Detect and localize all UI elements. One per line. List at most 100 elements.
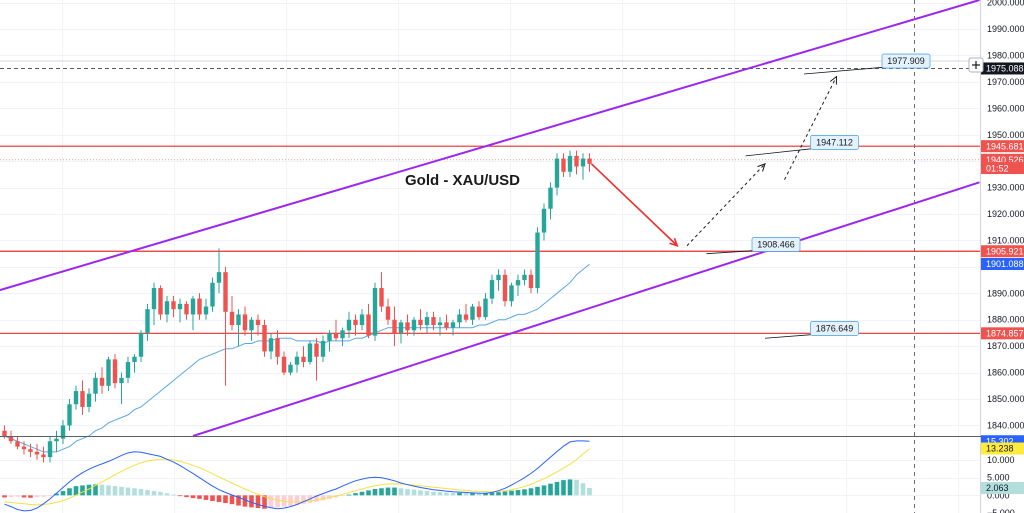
callout-leader xyxy=(803,66,887,75)
price-tag-label: 1945.681 xyxy=(986,141,1024,151)
histogram-bar-10 xyxy=(67,488,72,496)
candle-59 xyxy=(385,298,391,326)
histogram-bar-5 xyxy=(34,495,40,498)
callout-leader xyxy=(764,334,815,339)
candle-body xyxy=(34,451,40,455)
histogram-bar-18 xyxy=(119,486,124,496)
candle-body xyxy=(190,298,196,315)
candle-88 xyxy=(574,150,579,175)
histogram-bar-8 xyxy=(54,493,59,496)
candle-23 xyxy=(151,282,157,326)
histogram-bar-58 xyxy=(379,488,384,496)
candle-body xyxy=(268,338,274,352)
candle-body xyxy=(548,187,553,209)
histogram-bar-15 xyxy=(99,484,105,496)
candle-74 xyxy=(483,293,488,320)
histogram-bar-66 xyxy=(431,491,436,496)
candle-62 xyxy=(405,314,410,336)
price-tag-bg xyxy=(981,258,1024,271)
candle-48 xyxy=(314,338,319,381)
candle-24 xyxy=(158,285,163,320)
candle-86 xyxy=(561,153,566,178)
candle-4 xyxy=(28,443,33,458)
histogram-bar-9 xyxy=(60,491,66,496)
candle-39 xyxy=(255,314,261,336)
candle-1 xyxy=(8,430,14,444)
candle-body xyxy=(457,314,462,323)
candle-body xyxy=(86,393,92,407)
histogram-bar-89 xyxy=(580,483,586,496)
candle-body xyxy=(567,155,573,172)
price-tag-label: 01:52 xyxy=(986,163,1009,173)
histogram-bar-62 xyxy=(405,488,410,496)
candle-body xyxy=(132,356,137,363)
price-tag-label: 1874.857 xyxy=(986,329,1024,339)
histogram-bar-68 xyxy=(444,492,449,496)
histogram-bar-22 xyxy=(145,490,150,496)
candle-30 xyxy=(197,293,202,320)
candle-5 xyxy=(34,443,40,460)
candle-body xyxy=(483,298,488,318)
histogram-bar-76 xyxy=(496,492,501,496)
price-tick-label-14: 1860.000 xyxy=(987,368,1024,378)
indicator-tag-bg xyxy=(981,482,1024,495)
histogram-bar-20 xyxy=(132,488,137,496)
candle-body xyxy=(171,301,176,310)
candle-body xyxy=(359,314,365,326)
candle-82 xyxy=(535,227,540,294)
histogram-bar-55 xyxy=(359,491,365,496)
callout-3: 1876.649 xyxy=(764,321,859,339)
histogram-bar-21 xyxy=(138,488,144,496)
candle-13 xyxy=(86,388,92,413)
candle-22 xyxy=(145,303,150,341)
candle-body xyxy=(119,377,124,384)
histogram-bar-0 xyxy=(2,495,7,498)
histogram-bar-69 xyxy=(450,492,456,496)
histogram-bar-12 xyxy=(80,485,85,496)
indicator-tag-bg xyxy=(981,442,1024,455)
histogram-bar-38 xyxy=(249,495,254,508)
histogram-bar-3 xyxy=(21,495,27,498)
histogram-bar-16 xyxy=(106,485,111,496)
candle-77 xyxy=(502,269,508,307)
price-tag-bg xyxy=(981,327,1024,340)
histogram-bar-77 xyxy=(502,491,508,496)
price-tick-label-0: 2000.000 xyxy=(987,0,1024,8)
candle-body xyxy=(405,322,410,331)
candle-17 xyxy=(112,354,118,389)
candle-body xyxy=(106,359,111,386)
candle-body xyxy=(535,232,540,289)
grid-lines xyxy=(0,0,980,513)
candle-18 xyxy=(119,372,124,405)
histogram-bar-53 xyxy=(346,494,352,496)
candle-79 xyxy=(515,274,521,296)
price-tag-4: 1905.921 xyxy=(981,245,1024,258)
candle-body xyxy=(392,319,397,333)
callout-box xyxy=(751,237,801,252)
histogram-bar-28 xyxy=(184,495,189,498)
histogram-bar-88 xyxy=(574,479,579,496)
histogram-bar-1 xyxy=(8,495,14,498)
macd-line xyxy=(4,440,590,512)
candle-47 xyxy=(307,340,313,365)
histogram-bar-33 xyxy=(216,495,222,503)
candle-body xyxy=(41,454,46,458)
indicator-tick-label-6: −5.000 xyxy=(987,508,1015,513)
price-tag-label: 1975.088 xyxy=(986,64,1024,74)
candle-body xyxy=(93,377,98,394)
price-tag-label: 1905.921 xyxy=(986,246,1024,256)
price-tag-1: 1945.681 xyxy=(981,140,1024,153)
candle-71 xyxy=(463,303,469,323)
candle-37 xyxy=(242,306,248,336)
price-tag-bg xyxy=(981,162,1024,175)
candle-body xyxy=(307,343,313,363)
crosshair-plus-icon[interactable] xyxy=(968,57,984,73)
arrow-head xyxy=(757,162,766,172)
candle-78 xyxy=(509,282,514,307)
trend-arrow-1 xyxy=(686,162,766,247)
histogram-bar-79 xyxy=(515,490,521,496)
price-tick-label-7: 1930.000 xyxy=(987,183,1024,193)
candle-body xyxy=(223,272,228,312)
candle-body xyxy=(151,288,157,310)
